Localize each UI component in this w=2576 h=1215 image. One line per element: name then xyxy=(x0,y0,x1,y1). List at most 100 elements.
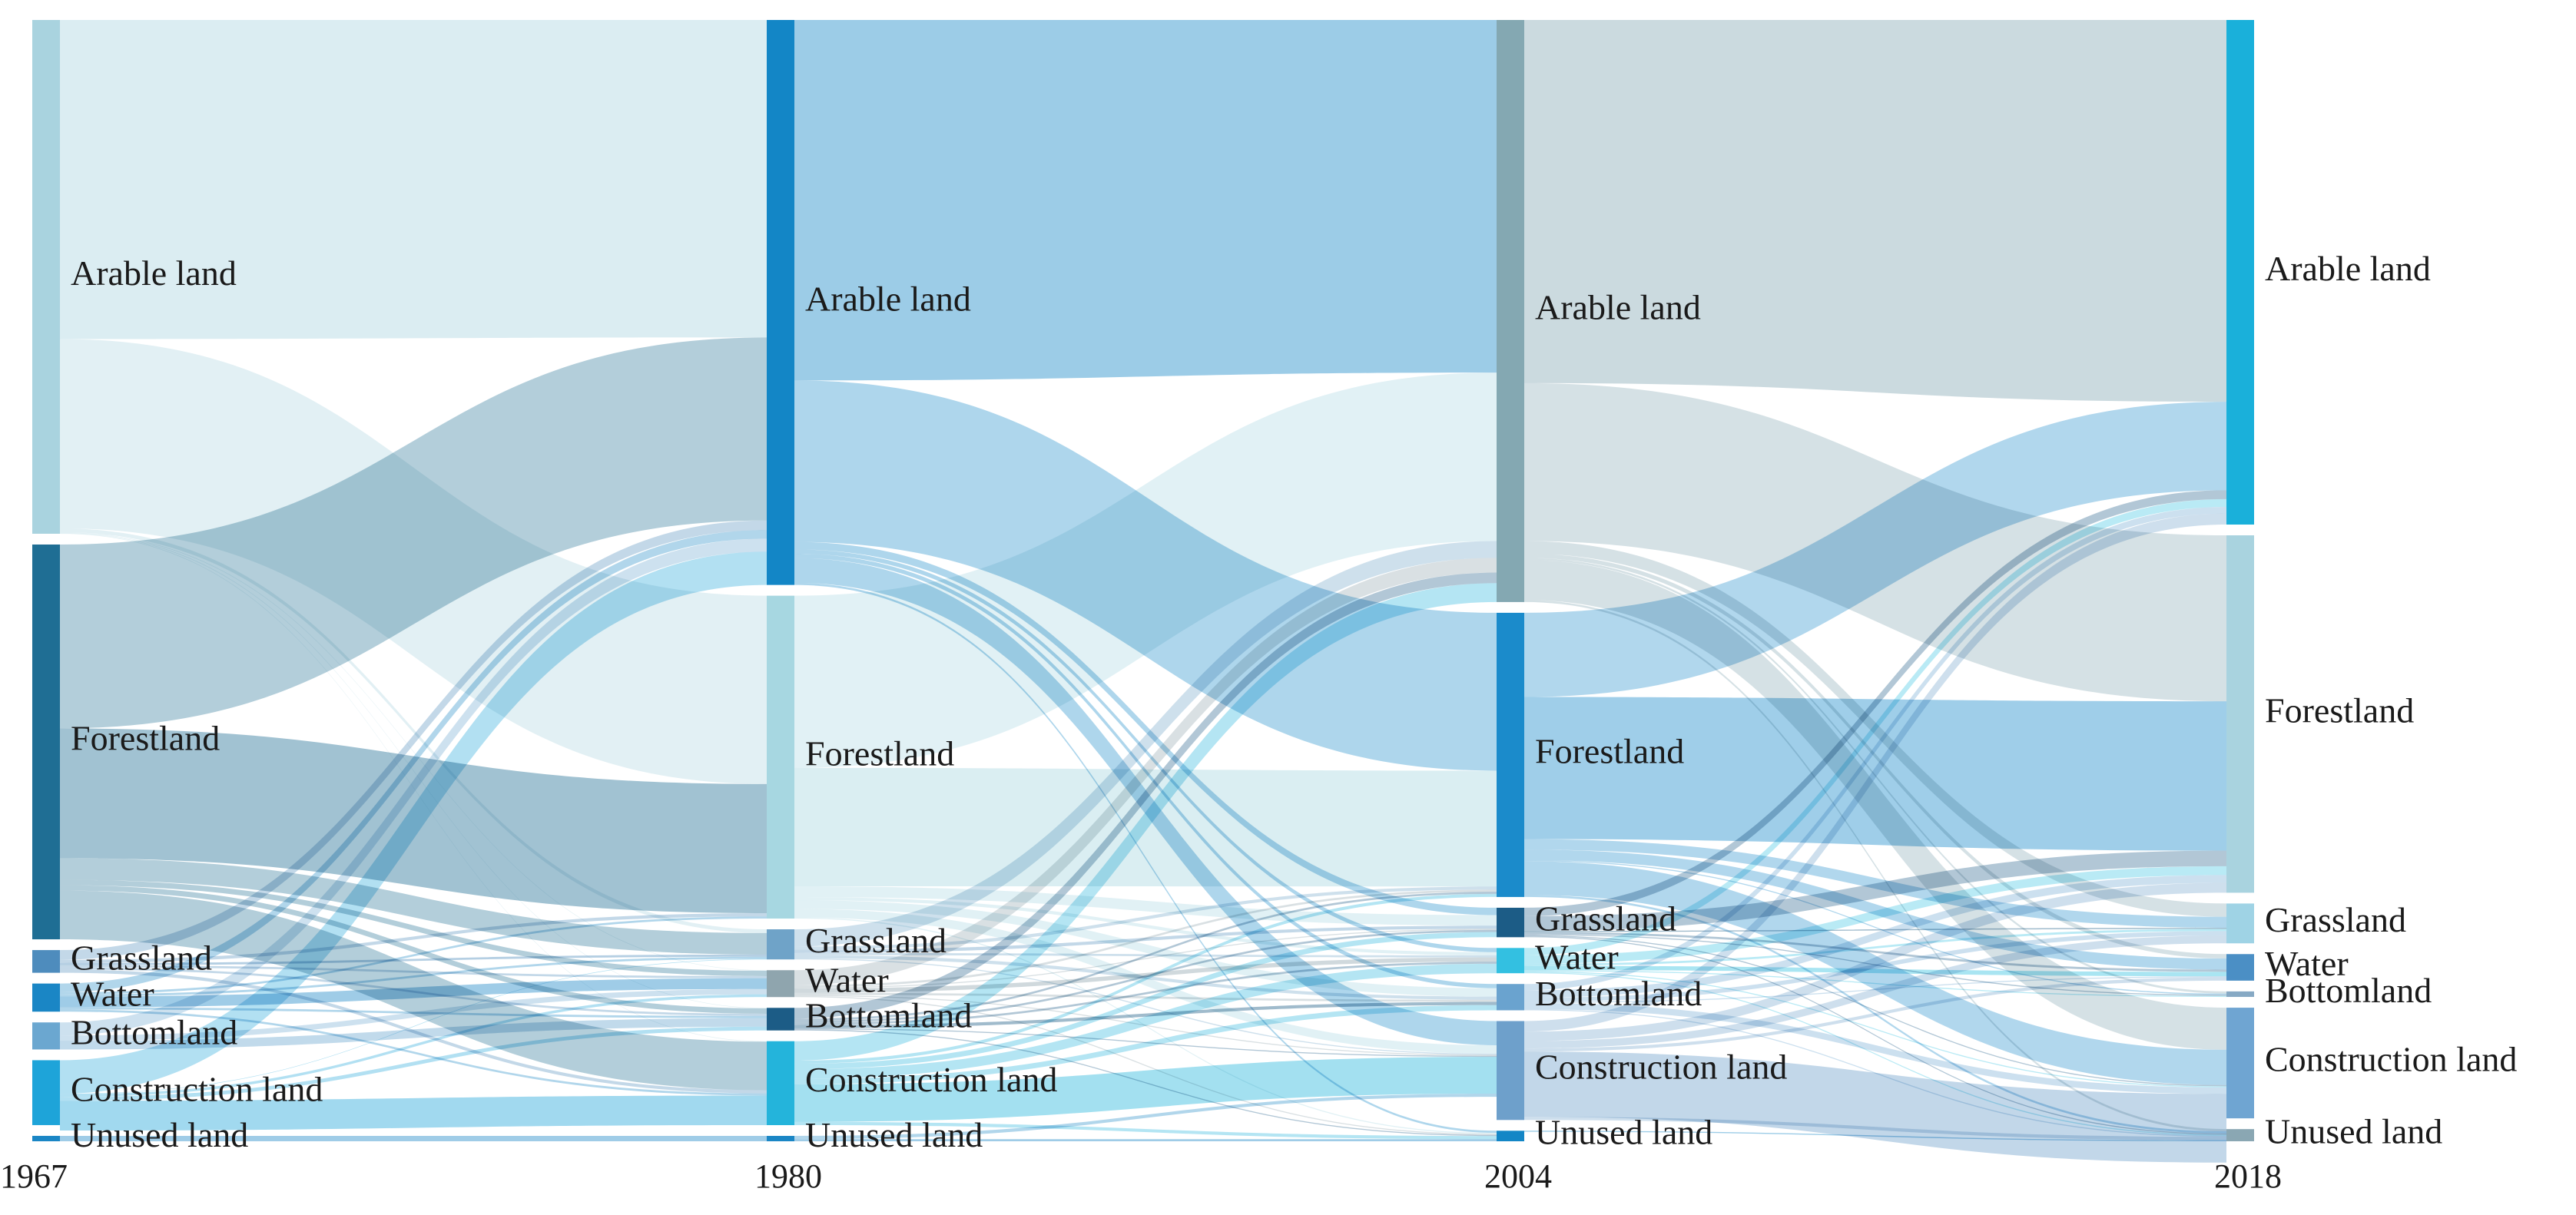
flow-1967-water-to-1980-grassland xyxy=(60,956,767,997)
flow-1967-forestland-to-1980-grassland xyxy=(60,858,767,955)
node-2004-arable-land xyxy=(1497,20,1524,602)
node-1980-bottomland xyxy=(767,1008,794,1031)
flow-1980-grassland-to-2004-construction-land xyxy=(794,958,1497,1055)
flow-1967-grassland-to-1980-water xyxy=(60,965,767,978)
node-2018-grassland xyxy=(2226,903,2254,944)
flow-2004-construction-land-to-2018-water xyxy=(1524,977,2226,1052)
flow-1980-construction-land-to-2004-unused-land xyxy=(794,1121,1497,1140)
label-1967-water: Water xyxy=(71,974,154,1013)
node-1980-grassland xyxy=(767,929,794,960)
flow-2004-grassland-to-2018-grassland xyxy=(1524,928,2226,932)
label-2018-arable-land: Arable land xyxy=(2265,249,2431,288)
flow-1980-forestland-to-2004-construction-land xyxy=(794,909,1497,1054)
flow-1967-bottomland-to-1980-bottomland xyxy=(60,1018,767,1050)
flow-1967-forestland-to-1980-bottomland xyxy=(60,885,767,1014)
flow-2004-water-to-2018-forestland xyxy=(1524,866,2226,964)
flow-1967-arable-land-to-1980-grassland xyxy=(60,528,767,933)
flow-1967-forestland-to-1980-water xyxy=(60,879,767,976)
node-1967-arable-land xyxy=(32,20,60,534)
flow-2004-grassland-to-2018-construction-land xyxy=(1524,935,2226,1087)
node-1980-forestland xyxy=(767,595,794,919)
label-1980-construction-land: Construction land xyxy=(805,1060,1057,1099)
node-2018-forestland xyxy=(2226,535,2254,893)
flow-2004-water-to-2018-arable-land xyxy=(1524,498,2226,955)
label-2004-grassland: Grassland xyxy=(1535,899,1676,939)
flow-1967-water-to-1980-water xyxy=(60,978,767,1008)
flow-1967-water-to-1980-construction-land xyxy=(60,1009,767,1096)
flow-1980-water-to-2004-unused-land xyxy=(794,995,1497,1135)
flow-2004-water-to-2018-construction-land xyxy=(1524,971,2226,1088)
flow-1980-bottomland-to-2004-grassland xyxy=(794,929,1497,1023)
node-1980-arable-land xyxy=(767,20,794,585)
flow-1967-construction-land-to-1980-water xyxy=(60,994,767,1097)
label-2018-forestland: Forestland xyxy=(2265,690,2414,730)
flow-2004-grassland-to-2018-forestland xyxy=(1524,850,2226,932)
flow-1967-construction-land-to-1980-grassland xyxy=(60,958,767,1094)
year-label-2018: 2018 xyxy=(2214,1157,2282,1195)
flow-2004-forestland-to-2018-bottomland xyxy=(1524,859,2226,995)
flow-1967-arable-land-to-1980-water xyxy=(60,531,767,971)
label-1980-grassland: Grassland xyxy=(805,921,947,960)
flow-2004-bottomland-to-2018-construction-land xyxy=(1524,1002,2226,1094)
label-1967-construction-land: Construction land xyxy=(71,1069,323,1108)
nodes-layer xyxy=(32,20,2254,1141)
node-1980-unused-land xyxy=(767,1135,794,1141)
flows-layer xyxy=(60,20,2226,1163)
flow-1967-forestland-to-1980-arable-land xyxy=(60,337,767,729)
label-1967-forestland: Forestland xyxy=(71,719,220,758)
node-1980-water xyxy=(767,970,794,998)
flow-2004-grassland-to-2018-unused-land xyxy=(1524,935,2226,1135)
label-1967-grassland: Grassland xyxy=(71,938,212,977)
flow-1967-construction-land-to-1980-construction-land xyxy=(60,1095,767,1131)
flow-1980-unused-land-to-2004-construction-land xyxy=(794,1094,1497,1140)
flow-2004-grassland-to-2018-water xyxy=(1524,932,2226,972)
label-2004-unused-land: Unused land xyxy=(1535,1113,1712,1152)
flow-1980-construction-land-to-2004-water xyxy=(794,963,1497,1079)
label-1980-forestland: Forestland xyxy=(805,733,954,773)
flow-1967-grassland-to-1980-arable-land xyxy=(60,520,767,960)
node-1967-water xyxy=(32,983,60,1012)
node-1967-unused-land xyxy=(32,1135,60,1141)
flow-1967-bottomland-to-1980-arable-land xyxy=(60,538,767,1036)
year-label-1980: 1980 xyxy=(754,1157,822,1195)
label-1967-unused-land: Unused land xyxy=(71,1115,248,1154)
label-1980-water: Water xyxy=(805,960,889,999)
flow-2004-construction-land-to-2018-arable-land xyxy=(1524,513,2226,1032)
flow-1980-water-to-2004-grassland xyxy=(794,929,1497,989)
node-2018-arable-land xyxy=(2226,20,2254,525)
label-2004-construction-land: Construction land xyxy=(1535,1047,1787,1086)
flow-1980-construction-land-to-2004-bottomland xyxy=(794,1005,1497,1084)
node-1967-construction-land xyxy=(32,1060,60,1125)
node-2018-water xyxy=(2226,954,2254,981)
label-1967-arable-land: Arable land xyxy=(71,253,237,293)
label-2004-forestland: Forestland xyxy=(1535,731,1684,770)
node-2018-construction-land xyxy=(2226,1008,2254,1119)
flow-2004-arable-land-to-2018-unused-land xyxy=(1524,600,2226,1132)
flow-1980-forestland-to-2004-bottomland xyxy=(794,900,1497,997)
node-2004-forestland xyxy=(1497,612,1524,897)
flow-2004-construction-land-to-2018-unused-land xyxy=(1524,1117,2226,1141)
years-layer: 1967 1980 2004 2018 xyxy=(0,1157,2282,1195)
flow-2004-construction-land-to-2018-forestland xyxy=(1524,882,2226,1041)
label-2018-unused-land: Unused land xyxy=(2265,1112,2442,1151)
flow-1980-construction-land-to-2004-arable-land xyxy=(794,583,1497,1061)
label-2018-water: Water xyxy=(2265,944,2349,983)
flow-1967-unused-land-to-1980-unused-land xyxy=(60,1135,767,1141)
node-2004-bottomland xyxy=(1497,984,1524,1011)
node-1967-grassland xyxy=(32,950,60,973)
node-2018-bottomland xyxy=(2226,991,2254,998)
node-1980-construction-land xyxy=(767,1041,794,1125)
flow-2004-unused-land-to-2018-unused-land xyxy=(1524,1131,2226,1141)
year-label-2004: 2004 xyxy=(1484,1157,1552,1195)
flow-1967-bottomland-to-1980-water xyxy=(60,988,767,1041)
flow-1980-unused-land-to-2004-unused-land xyxy=(794,1139,1497,1141)
flow-1980-construction-land-to-2004-construction-land xyxy=(794,1057,1497,1122)
node-2018-unused-land xyxy=(2226,1129,2254,1141)
flow-2004-water-to-2018-bottomland xyxy=(1524,970,2226,998)
flow-1980-construction-land-to-2004-forestland xyxy=(794,893,1497,1064)
flow-2004-bottomland-to-2018-arable-land xyxy=(1524,506,2226,991)
flow-1980-forestland-to-2004-water xyxy=(794,896,1497,955)
node-2004-construction-land xyxy=(1497,1021,1524,1121)
flow-1980-bottomland-to-2004-water xyxy=(794,962,1497,1025)
label-2004-bottomland: Bottomland xyxy=(1535,974,1702,1013)
